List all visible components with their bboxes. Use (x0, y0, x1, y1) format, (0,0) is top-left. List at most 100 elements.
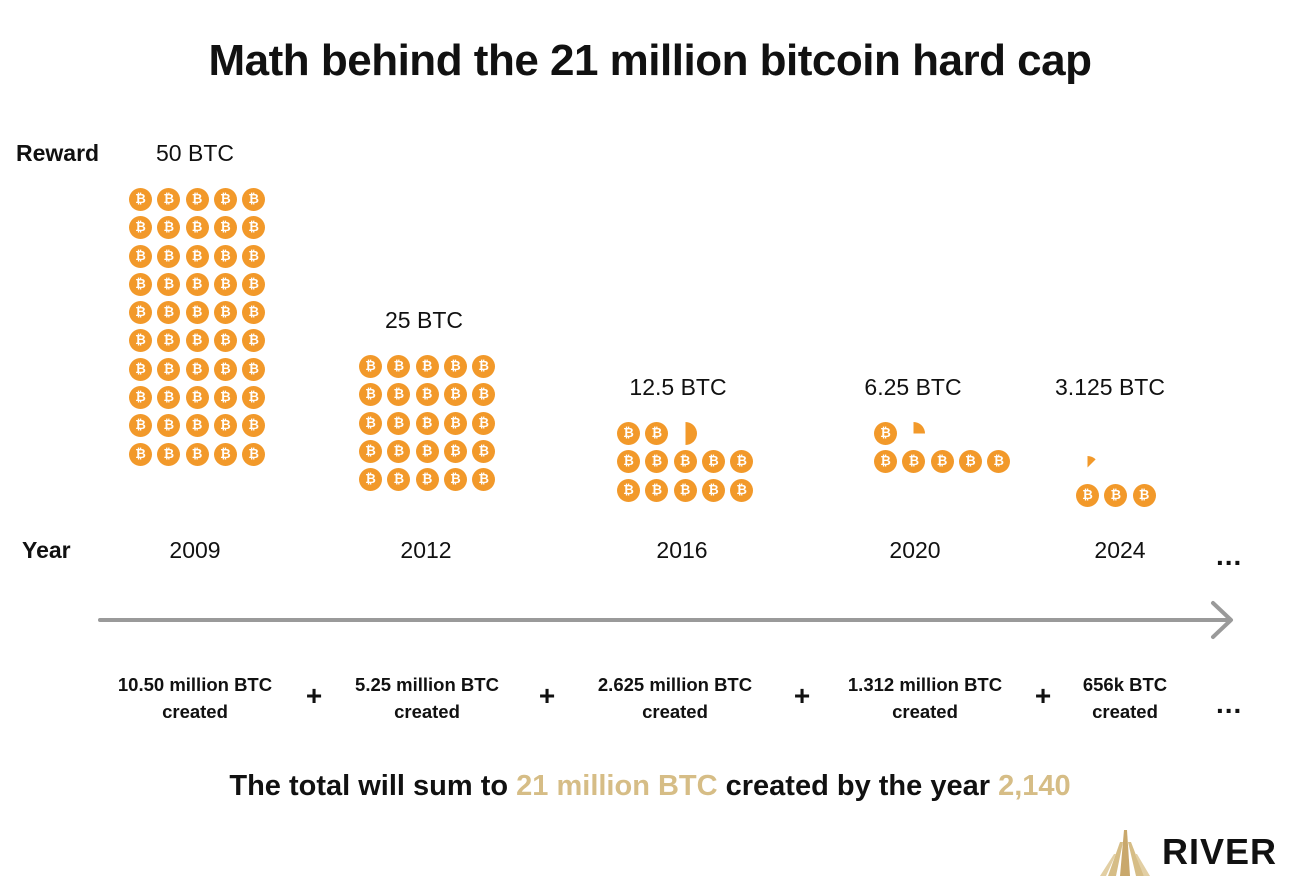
bitcoin-icon: ₿ (1132, 484, 1156, 508)
bitcoin-icon: ₿ (242, 244, 266, 268)
bitcoin-icon: ₿ (185, 357, 209, 381)
bitcoin-icon: ₿ (443, 439, 467, 463)
bitcoin-icon: ₿ (157, 272, 181, 296)
page-title: Math behind the 21 million bitcoin hard … (208, 36, 1092, 85)
bitcoin-icon: ₿ (185, 329, 209, 353)
bitcoin-icon: ₿ (472, 439, 496, 463)
bitcoin-icon: ₿ (213, 244, 237, 268)
reward-label-2020: 6.25 BTC (864, 374, 962, 400)
bitcoin-icon: ₿ (874, 450, 897, 474)
bitcoin-icon: ₿ (213, 442, 237, 466)
created-amount-suffix: created (1092, 701, 1158, 722)
year-label-2016: 2016 (656, 537, 708, 563)
coin-slot-empty (1104, 456, 1127, 479)
bitcoin-icon: ₿ (617, 422, 640, 445)
bitcoin-icon: ₿ (387, 468, 411, 492)
coin-stack-2024: ₿ ₿ ₿ (1076, 456, 1156, 508)
bitcoin-icon: ₿ (157, 188, 181, 211)
bitcoin-icon: ₿ (157, 386, 181, 410)
bitcoin-icon: ₿ (129, 386, 152, 410)
bitcoin-icon: ₿ (645, 478, 669, 502)
bitcoin-icon: ₿ (242, 188, 266, 211)
reward-label-2012: 25 BTC (385, 307, 463, 333)
bitcoin-icon: ₿ (213, 188, 237, 211)
bitcoin-icon: ₿ (185, 216, 209, 240)
reward-label-2016: 12.5 BTC (629, 374, 727, 400)
bitcoin-icon: ₿ (443, 411, 467, 435)
year-row-label: Year (22, 537, 71, 563)
bitcoin-icon: ₿ (129, 329, 152, 353)
bitcoin-icon: ₿ (242, 329, 266, 353)
coin-stack-2016: ₿ ₿ ₿ ₿ ₿ ₿ ₿ ₿ ₿ ₿ ₿ ₿ (617, 422, 754, 502)
summary-highlight-total: 21 million BTC (516, 770, 718, 802)
bitcoin-icon: ₿ (359, 468, 382, 492)
summary-statement: The total will sum to 21 million BTC cre… (0, 770, 1300, 803)
summary-highlight-year: 2,140 (998, 770, 1071, 802)
bitcoin-icon: ₿ (185, 188, 209, 211)
bitcoin-icon: ₿ (129, 216, 152, 240)
bitcoin-icon: ₿ (617, 478, 640, 502)
created-amount-2020: 1.312 million BTC created (815, 671, 1035, 725)
bitcoin-icon: ₿ (359, 439, 382, 463)
bitcoin-icon: ₿ (213, 272, 237, 296)
bitcoin-icon: ₿ (387, 411, 411, 435)
bitcoin-icon: ₿ (701, 450, 725, 474)
bitcoin-icon: ₿ (157, 357, 181, 381)
bitcoin-icon: ₿ (242, 216, 266, 240)
coin-slot-empty (987, 422, 1010, 445)
bitcoin-icon: ₿ (213, 329, 237, 353)
river-logo: RIVER (1100, 826, 1290, 878)
created-amount-value: 1.312 million BTC (847, 674, 1003, 695)
bitcoin-icon: ₿ (129, 357, 152, 381)
year-label-2024: 2024 (1094, 537, 1146, 563)
bitcoin-icon: ₿ (157, 442, 181, 466)
bitcoin-icon: ₿ (930, 450, 954, 474)
bitcoin-icon: ₿ (902, 450, 926, 474)
bitcoin-icon: ₿ (242, 386, 266, 410)
bitcoin-icon: ₿ (645, 422, 669, 445)
bitcoin-icon: ₿ (157, 301, 181, 325)
bitcoin-icon: ₿ (157, 329, 181, 353)
summary-text-1: The total will sum to (229, 770, 517, 802)
bitcoin-icon: ₿ (1104, 484, 1128, 508)
bitcoin-icon: ₿ (415, 411, 439, 435)
bitcoin-icon: ₿ (443, 383, 467, 407)
bitcoin-icon: ₿ (213, 414, 237, 438)
created-amount-2016: 2.625 million BTC created (565, 671, 785, 725)
bitcoin-icon: ₿ (359, 383, 382, 407)
bitcoin-icon: ₿ (673, 450, 697, 474)
bitcoin-icon: ₿ (129, 442, 152, 466)
bitcoin-icon: ₿ (185, 244, 209, 268)
plus-operator: + (793, 680, 811, 711)
bitcoin-icon: ₿ (185, 301, 209, 325)
reward-label-2024: 3.125 BTC (1055, 374, 1165, 400)
year-label-2009: 2009 (169, 537, 221, 563)
partial-bitcoin-icon (1076, 456, 1099, 479)
created-amount-suffix: created (162, 701, 228, 722)
bitcoin-icon: ₿ (730, 478, 754, 502)
summary-text-2: created by the year (717, 770, 999, 802)
plus-operator: + (305, 680, 323, 711)
bitcoin-icon: ₿ (472, 468, 496, 492)
bitcoin-icon: ₿ (987, 450, 1011, 474)
bitcoin-icon: ₿ (185, 272, 209, 296)
bitcoin-icon: ₿ (185, 414, 209, 438)
partial-bitcoin-icon (674, 422, 697, 445)
coin-stack-2009: ₿ ₿ ₿ ₿ ₿ ₿ ₿ ₿ ₿ ₿ ₿ ₿ ₿ ₿ ₿ ₿ ₿ ₿ ₿ ₿ ₿ ₿ ₿ ₿ ₿ ₿ ₿ ₿ ₿ ₿ ₿ ₿ ₿ ₿ ₿ ₿ ₿ ₿ ₿ ₿… (129, 188, 266, 466)
bitcoin-icon: ₿ (701, 478, 725, 502)
bitcoin-icon: ₿ (359, 355, 382, 378)
bitcoin-icon: ₿ (129, 414, 152, 438)
bitcoin-icon: ₿ (129, 272, 152, 296)
created-amount-suffix: created (892, 701, 958, 722)
bitcoin-icon: ₿ (472, 411, 496, 435)
bitcoin-icon: ₿ (359, 411, 382, 435)
bitcoin-icon: ₿ (730, 450, 754, 474)
bitcoin-icon: ₿ (242, 442, 266, 466)
bitcoin-icon: ₿ (129, 188, 152, 211)
reward-label-2009: 50 BTC (156, 140, 234, 166)
timeline-arrow-icon (98, 601, 1233, 639)
bitcoin-icon: ₿ (157, 244, 181, 268)
bitcoin-icon: ₿ (129, 301, 152, 325)
bitcoin-icon: ₿ (387, 355, 411, 378)
coin-slot-empty (959, 422, 982, 445)
